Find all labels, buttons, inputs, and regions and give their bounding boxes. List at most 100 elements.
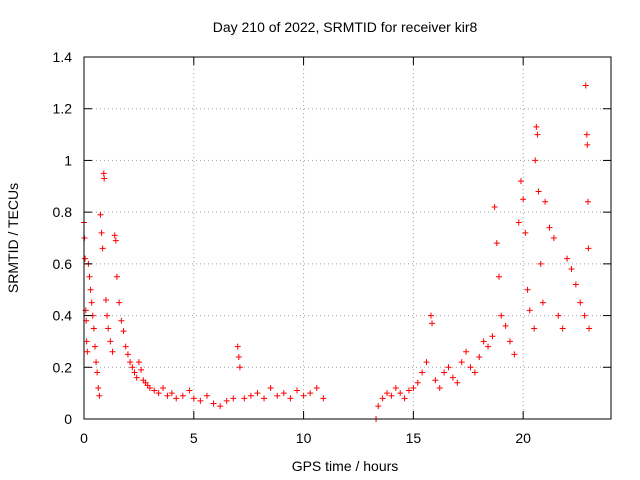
- x-tick-label: 5: [190, 430, 198, 446]
- data-point: [534, 131, 541, 138]
- data-point: [236, 364, 243, 371]
- data-point: [111, 232, 118, 239]
- data-point: [458, 359, 465, 366]
- y-tick-label: 1.4: [53, 49, 73, 65]
- data-point: [388, 392, 395, 399]
- data-point: [287, 395, 294, 402]
- data-point: [83, 338, 90, 345]
- data-point: [432, 377, 439, 384]
- data-point: [502, 322, 509, 329]
- data-point: [138, 366, 145, 373]
- data-point: [241, 395, 248, 402]
- data-point: [493, 240, 500, 247]
- data-point: [491, 203, 498, 210]
- chart-title: Day 210 of 2022, SRMTID for receiver kir…: [213, 19, 478, 35]
- data-point: [586, 325, 593, 332]
- data-point: [581, 312, 588, 319]
- data-point: [313, 384, 320, 391]
- data-point: [427, 312, 434, 319]
- data-point: [267, 384, 274, 391]
- data-point: [95, 384, 102, 391]
- data-point: [419, 369, 426, 376]
- data-point: [124, 351, 131, 358]
- data-point: [116, 299, 123, 306]
- data-point: [410, 384, 417, 391]
- data-point: [379, 395, 386, 402]
- data-point: [531, 325, 538, 332]
- data-point: [480, 338, 487, 345]
- data-point: [546, 224, 553, 231]
- data-point: [445, 364, 452, 371]
- data-point: [489, 333, 496, 340]
- data-point: [173, 395, 180, 402]
- data-point: [320, 395, 327, 402]
- y-tick-label: 0.4: [53, 308, 73, 324]
- data-point: [217, 403, 224, 410]
- data-point: [397, 390, 404, 397]
- data-point: [203, 392, 210, 399]
- data-point: [583, 131, 590, 138]
- data-point: [113, 273, 120, 280]
- data-point: [384, 390, 391, 397]
- data-point: [471, 369, 478, 376]
- data-point: [168, 390, 175, 397]
- data-point: [98, 229, 105, 236]
- data-point: [122, 343, 129, 350]
- data-point: [131, 369, 138, 376]
- data-point: [392, 384, 399, 391]
- y-tick-label: 1.2: [53, 101, 73, 117]
- data-point: [94, 369, 101, 376]
- y-tick-label: 0: [64, 411, 72, 427]
- data-point: [467, 364, 474, 371]
- data-point: [414, 379, 421, 386]
- x-tick-label: 15: [406, 430, 422, 446]
- data-point: [463, 348, 470, 355]
- data-points: [81, 82, 593, 422]
- data-point: [572, 281, 579, 288]
- data-point: [441, 369, 448, 376]
- data-point: [401, 395, 408, 402]
- y-tick-label: 0.6: [53, 256, 73, 272]
- data-point: [160, 384, 167, 391]
- data-point: [533, 123, 540, 130]
- data-point: [97, 211, 104, 218]
- data-point: [506, 338, 513, 345]
- data-point: [88, 299, 95, 306]
- data-point: [568, 266, 575, 273]
- data-point: [532, 157, 539, 164]
- data-point: [577, 299, 584, 306]
- y-axis-title: SRMTID / TECUs: [5, 183, 21, 293]
- data-point: [254, 390, 261, 397]
- data-point: [584, 198, 591, 205]
- data-point: [151, 387, 158, 394]
- data-point: [520, 196, 527, 203]
- data-point: [429, 320, 436, 327]
- x-tick-label: 0: [80, 430, 88, 446]
- data-point: [550, 235, 557, 241]
- data-point: [91, 343, 98, 350]
- data-point: [498, 312, 505, 319]
- data-point: [84, 348, 91, 355]
- data-point: [526, 307, 533, 314]
- data-point: [101, 175, 108, 182]
- data-point: [524, 286, 531, 293]
- data-point: [87, 286, 94, 293]
- data-point: [146, 384, 153, 391]
- data-point: [535, 188, 542, 195]
- data-point: [190, 395, 197, 402]
- data-point: [234, 343, 241, 350]
- data-point: [186, 387, 193, 394]
- y-tick-label: 0.2: [53, 359, 73, 375]
- data-point: [118, 317, 125, 324]
- data-point: [104, 312, 111, 319]
- data-point: [511, 351, 518, 358]
- data-point: [82, 255, 89, 262]
- data-point: [405, 387, 412, 394]
- y-tick-label: 1: [64, 152, 72, 168]
- data-point: [247, 392, 254, 399]
- data-point: [280, 390, 287, 397]
- data-point: [564, 255, 571, 262]
- data-point: [102, 297, 109, 304]
